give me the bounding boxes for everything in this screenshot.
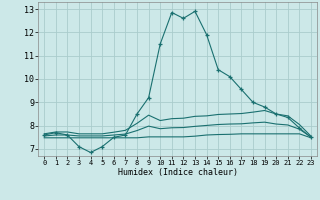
X-axis label: Humidex (Indice chaleur): Humidex (Indice chaleur)	[118, 168, 238, 177]
